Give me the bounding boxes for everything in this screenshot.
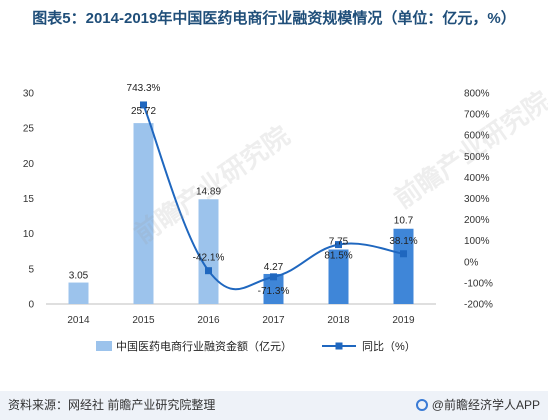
line-data-label: 38.1% — [389, 236, 417, 247]
y-right-tick-label: 500% — [464, 152, 490, 163]
line-data-label: 743.3% — [127, 83, 161, 94]
line-point — [205, 267, 212, 275]
bar-data-label: 14.89 — [196, 186, 221, 197]
chart: 0 5 10 15 20 25 30 -200% -100% 0% 100% 200% 300% 400%… — [23, 83, 493, 353]
line-data-label: 81.5% — [324, 251, 352, 262]
bar — [393, 228, 414, 304]
bar — [263, 273, 284, 304]
line-point — [270, 273, 277, 281]
y-right-tick-label: 800% — [464, 89, 490, 100]
y-left-tick-label: 25 — [23, 124, 35, 135]
bar-data-label: 3.05 — [69, 271, 89, 282]
legend-line-marker — [335, 342, 343, 350]
y-right-tick-label: -200% — [464, 300, 493, 311]
legend-bar-swatch — [96, 341, 112, 351]
x-tick-label: 2015 — [132, 315, 155, 326]
chart-title: 图表5：2014-2019年中国医药电商行业融资规模情况（单位：亿元，%） — [32, 10, 516, 27]
x-tick-label: 2019 — [392, 315, 415, 326]
y-right-tick-label: 0% — [464, 257, 479, 268]
bar-data-label: 7.75 — [329, 236, 349, 247]
line-point — [140, 101, 147, 109]
brand-text: @前瞻经济学人APP — [431, 398, 540, 412]
y-left-tick-label: 15 — [23, 194, 35, 205]
y-right-tick-label: 400% — [464, 173, 490, 184]
footer: 资料来源：网经社 前瞻产业研究院整理 @前瞻经济学人APP — [0, 391, 548, 420]
y-right-tick-label: 100% — [464, 236, 490, 247]
y-right-tick-label: -100% — [464, 278, 493, 289]
bar — [68, 282, 89, 304]
y-right-tick-label: 300% — [464, 194, 490, 205]
y-left-tick-label: 0 — [28, 300, 34, 311]
x-tick-label: 2014 — [67, 315, 90, 326]
bar-data-label: 25.72 — [131, 106, 156, 117]
x-tick-label: 2017 — [262, 315, 285, 326]
legend-line-label: 同比（%） — [362, 340, 416, 353]
y-right-tick-label: 200% — [464, 215, 490, 226]
legend-bar-label: 中国医药电商行业融资金额（亿元） — [116, 339, 292, 353]
source-text: 资料来源：网经社 前瞻产业研究院整理 — [8, 398, 216, 412]
y-left-tick-label: 10 — [23, 229, 35, 240]
bar — [133, 123, 154, 305]
x-tick-label: 2016 — [197, 315, 220, 326]
line-data-label: -71.3% — [258, 286, 290, 297]
series-line — [142, 104, 404, 291]
brand: @前瞻经济学人APP — [415, 396, 540, 414]
bar — [328, 249, 349, 304]
y-left-tick-label: 30 — [23, 89, 35, 100]
bar-data-label: 10.7 — [394, 216, 414, 227]
bar — [198, 199, 219, 304]
line-data-label: -42.1% — [193, 253, 225, 264]
y-right-tick-label: 700% — [464, 110, 490, 121]
line-point — [335, 241, 342, 249]
brand-logo-icon — [415, 399, 428, 411]
y-left-tick-label: 20 — [23, 159, 35, 170]
x-tick-label: 2018 — [327, 315, 350, 326]
bar-data-label: 4.27 — [264, 262, 284, 273]
y-right-tick-label: 600% — [464, 131, 490, 142]
y-left-tick-label: 5 — [28, 264, 34, 275]
line-point — [400, 250, 407, 258]
